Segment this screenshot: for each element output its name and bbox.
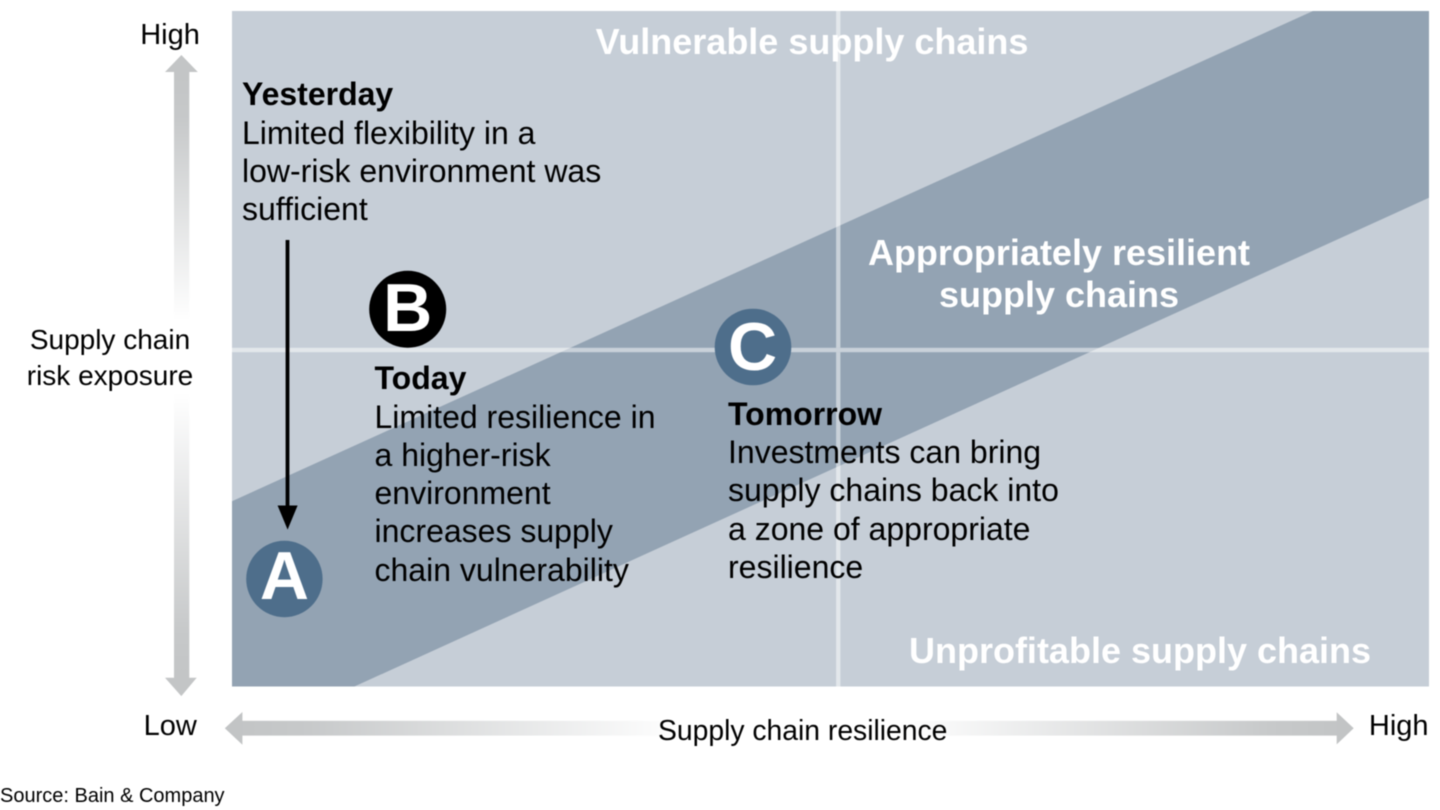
svg-text:C: C <box>728 309 777 385</box>
svg-text:A: A <box>260 538 309 614</box>
svg-text:B: B <box>383 270 432 346</box>
